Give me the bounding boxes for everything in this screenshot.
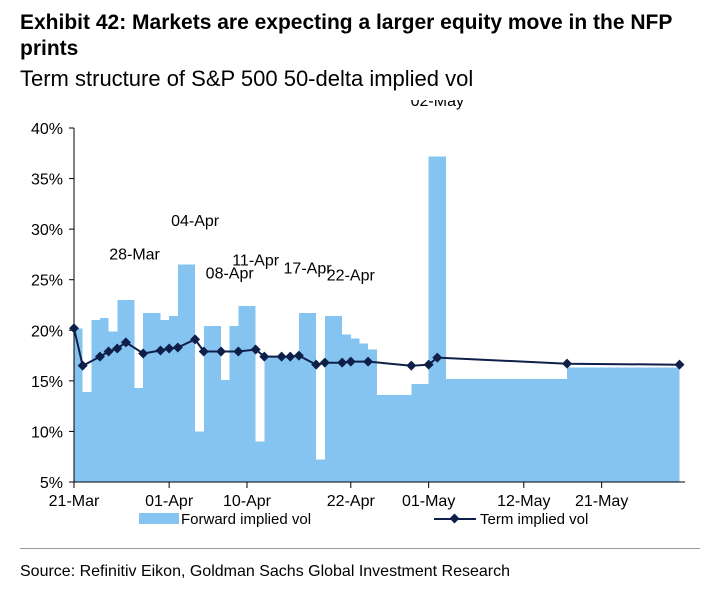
term-point-10 bbox=[190, 334, 201, 345]
forward-bar-6 bbox=[134, 387, 144, 482]
term-point-7 bbox=[155, 345, 166, 356]
annotation-08-apr: 08-Apr bbox=[206, 266, 255, 283]
forward-bar-12 bbox=[203, 326, 222, 482]
forward-bar-2 bbox=[91, 320, 100, 482]
forward-bar-1 bbox=[82, 391, 92, 482]
x-tick-label-1: 01-Apr bbox=[145, 493, 194, 510]
x-tick-label-6: 21-May bbox=[575, 493, 628, 510]
forward-bar-20 bbox=[324, 316, 343, 482]
forward-bar-3 bbox=[99, 318, 109, 482]
term-point-18 bbox=[293, 350, 304, 361]
legend-marker-term bbox=[449, 513, 460, 524]
term-point-19 bbox=[311, 359, 322, 370]
footer-divider bbox=[20, 548, 700, 549]
term-line bbox=[69, 323, 685, 371]
forward-bars bbox=[74, 156, 680, 482]
term-point-12 bbox=[216, 346, 227, 357]
y-tick-label-7: 40% bbox=[31, 121, 63, 138]
annotation-04-apr: 04-Apr bbox=[171, 213, 220, 230]
legend: Forward implied vol Term implied vol bbox=[139, 511, 588, 528]
chart: 5% 10% 15% 20% 25% 30% 35% 40% 21-Mar 01-Apr 10-A… bbox=[31, 100, 685, 528]
forward-bar-19 bbox=[316, 459, 325, 482]
term-point-16 bbox=[276, 351, 287, 362]
term-point-25 bbox=[423, 359, 434, 370]
y-tick-label-4: 25% bbox=[31, 273, 63, 290]
forward-bar-16 bbox=[255, 441, 265, 482]
term-point-11 bbox=[198, 346, 209, 357]
term-point-22 bbox=[345, 356, 356, 367]
term-point-14 bbox=[250, 344, 261, 355]
term-point-26 bbox=[432, 352, 443, 363]
term-point-13 bbox=[233, 346, 244, 357]
legend-label-term: Term implied vol bbox=[480, 511, 588, 528]
forward-bar-5 bbox=[117, 299, 135, 482]
forward-bar-4 bbox=[108, 331, 118, 482]
chart-subtitle: Term structure of S&P 500 50-delta impli… bbox=[20, 66, 474, 91]
forward-bar-29 bbox=[567, 367, 680, 482]
annotation-17-apr: 17-Apr bbox=[284, 261, 333, 278]
forward-bar-23 bbox=[359, 343, 369, 482]
forward-bar-14 bbox=[229, 326, 239, 482]
forward-bar-0 bbox=[74, 328, 83, 482]
y-tick-label-5: 30% bbox=[31, 222, 63, 239]
forward-bar-10 bbox=[177, 264, 196, 482]
y-tick-label-6: 35% bbox=[31, 172, 63, 189]
forward-bar-24 bbox=[368, 349, 377, 482]
annotation-22-apr: 22-Apr bbox=[327, 268, 376, 285]
forward-bar-27 bbox=[428, 156, 446, 482]
term-point-4 bbox=[112, 343, 123, 354]
term-point-20 bbox=[319, 357, 330, 368]
forward-bar-11 bbox=[195, 431, 204, 482]
source-note: Source: Refinitiv Eikon, Goldman Sachs G… bbox=[20, 563, 511, 580]
forward-bar-26 bbox=[411, 383, 429, 482]
forward-bar-7 bbox=[143, 313, 161, 482]
annotation-28-mar: 28-Mar bbox=[109, 246, 160, 263]
term-point-2 bbox=[94, 351, 105, 362]
term-point-0 bbox=[69, 323, 79, 334]
term-point-28 bbox=[674, 359, 685, 370]
forward-bar-13 bbox=[221, 379, 230, 482]
x-tick-label-3: 22-Apr bbox=[327, 493, 376, 510]
term-point-17 bbox=[285, 351, 296, 362]
x-ticks: 21-Mar 01-Apr 10-Apr 22-Apr 01-May 12-May 21-M… bbox=[49, 482, 628, 510]
term-point-23 bbox=[363, 356, 374, 367]
annotation-11-apr: 11-Apr bbox=[232, 253, 280, 270]
term-point-6 bbox=[138, 348, 149, 359]
term-point-24 bbox=[406, 360, 417, 371]
y-tick-label-1: 10% bbox=[31, 424, 63, 441]
forward-bar-25 bbox=[376, 395, 412, 482]
y-tick-label-0: 5% bbox=[40, 475, 63, 492]
forward-bar-8 bbox=[160, 320, 170, 482]
term-point-21 bbox=[337, 357, 348, 368]
annotation-02-may: 02-May bbox=[411, 100, 464, 110]
axes bbox=[73, 128, 685, 483]
forward-bar-22 bbox=[350, 338, 360, 482]
y-tick-label-3: 20% bbox=[31, 323, 63, 340]
term-point-3 bbox=[103, 346, 114, 357]
forward-bar-18 bbox=[298, 313, 317, 482]
legend-swatch-forward bbox=[139, 513, 179, 524]
forward-bar-28 bbox=[445, 378, 568, 482]
forward-bar-15 bbox=[238, 306, 256, 482]
term-point-8 bbox=[164, 343, 175, 354]
term-point-15 bbox=[259, 351, 270, 362]
term-point-1 bbox=[77, 360, 88, 371]
x-tick-label-0: 21-Mar bbox=[49, 493, 100, 510]
x-tick-label-2: 10-Apr bbox=[223, 493, 272, 510]
x-tick-label-4: 01-May bbox=[402, 493, 455, 510]
y-tick-label-2: 15% bbox=[31, 374, 63, 391]
forward-bar-21 bbox=[342, 334, 351, 482]
x-tick-label-5: 12-May bbox=[497, 493, 550, 510]
forward-bar-17 bbox=[264, 355, 299, 482]
term-point-5 bbox=[120, 337, 131, 348]
term-point-9 bbox=[172, 342, 183, 353]
y-ticks: 5% 10% 15% 20% 25% 30% 35% 40% bbox=[31, 121, 74, 492]
legend-label-forward: Forward implied vol bbox=[181, 511, 311, 528]
term-point-27 bbox=[562, 358, 573, 369]
chart-title: Exhibit 42: Markets are expecting a larg… bbox=[20, 11, 672, 60]
forward-bar-9 bbox=[169, 316, 178, 482]
